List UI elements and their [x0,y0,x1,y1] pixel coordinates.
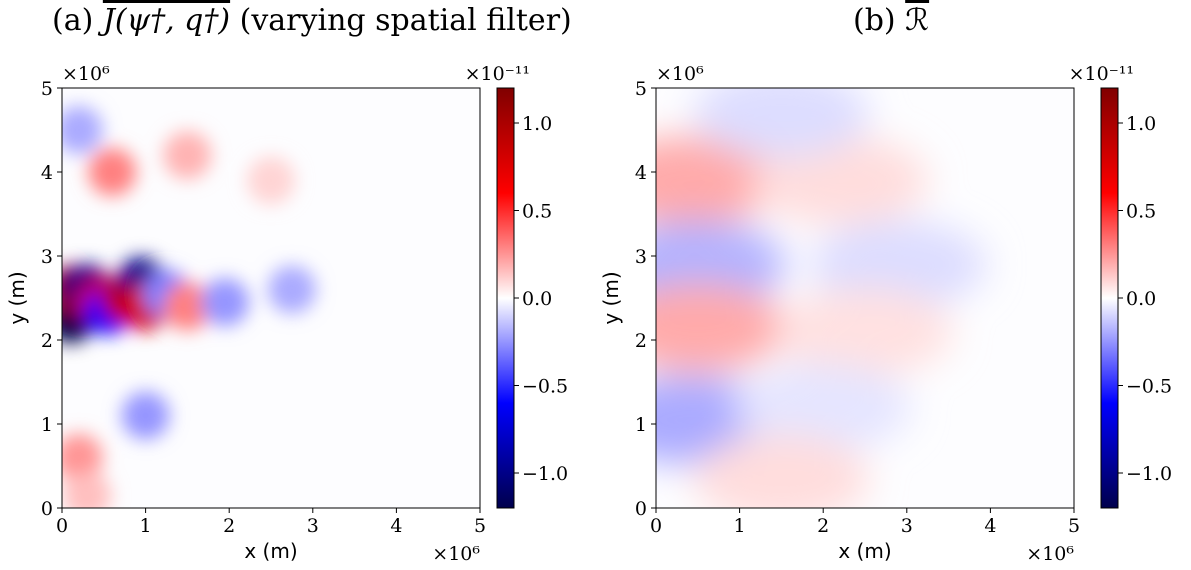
colorbar-multiplier-a: ×10⁻¹¹ [465,63,530,85]
y-tick-label: 3 [41,246,53,268]
colorbar-tick-label: −1.0 [1126,463,1172,485]
y-tick-label: 5 [41,78,53,100]
y-tick-label: 2 [635,330,647,352]
x-axis-b: 0 1 2 3 4 5 [650,508,1080,537]
colorbar-tick-label: −1.0 [522,463,568,485]
title-prefix-b: (b) [853,3,896,38]
y-axis-label-b: y (m) [599,271,623,324]
x-tick-label: 0 [56,515,68,537]
y-multiplier-a: ×10⁶ [62,63,110,85]
heatmap-feature [247,156,295,205]
heatmap-feature [751,136,928,225]
x-tick-label: 4 [390,515,402,537]
heatmap-a [61,87,481,509]
x-axis-label-b: x (m) [838,539,891,563]
heatmap-feature [201,278,250,327]
colorbar-tick-label: 1.0 [1126,113,1156,135]
x-tick-label: 2 [817,515,829,537]
y-tick-label: 5 [635,78,647,100]
heatmap-feature [121,391,170,440]
heatmap-feature [777,287,953,376]
heatmap-feature [735,363,912,452]
y-tick-label: 4 [635,162,647,184]
colorbar-tick-label: 0.0 [1126,288,1156,310]
x-axis-a: 0 1 2 3 4 5 [56,508,486,537]
plot-frame-a [61,87,481,509]
heatmap-feature [656,283,786,372]
heatmap-feature [810,220,987,309]
x-tick-label: 2 [223,515,235,537]
chart-title-a: (a) J(ψ†, q†) (varying spatial filter) [52,4,572,38]
y-tick-label: 2 [41,330,53,352]
y-tick-label: 0 [41,498,53,520]
y-tick-label: 4 [41,162,53,184]
x-tick-label: 3 [901,515,913,537]
x-tick-label: 3 [307,515,319,537]
y-multiplier-b: ×10⁶ [656,63,704,85]
y-axis-b: 0 1 2 3 4 5 [635,78,656,520]
colorbar-tick-label: 0.5 [1126,201,1156,223]
x-multiplier-b: ×10⁶ [1026,543,1074,565]
heatmap-feature [163,131,212,180]
heatmap-feature [693,88,870,158]
colorbar-tick-label: −0.5 [522,376,568,398]
x-axis-label-a: x (m) [244,539,297,563]
plot-frame-b [655,87,1075,509]
title-prefix-a: (a) [52,3,94,38]
title-suffix-a: (varying spatial filter) [239,3,572,38]
panel-a: 0 1 2 3 4 5 0 1 2 3 4 5 −1.0 −0.5 0.0 0.5 1.0 [41,78,568,537]
y-tick-label: 1 [635,414,647,436]
colorbar-tick-label: 1.0 [522,113,552,135]
colorbar-tick-label: 0.5 [522,201,552,223]
heatmap-b [655,87,1075,509]
colorbar-multiplier-b: ×10⁻¹¹ [1069,63,1134,85]
x-tick-label: 1 [734,515,746,537]
title-math-b: ℛ [905,3,930,38]
heatmap-feature [163,282,212,331]
heatmap-feature [693,434,870,508]
x-tick-label: 1 [140,515,152,537]
heatmap-feature [62,106,103,154]
y-axis-label-a: y (m) [5,271,29,324]
y-tick-label: 1 [41,414,53,436]
y-axis-a: 0 1 2 3 4 5 [41,78,62,520]
x-tick-label: 5 [474,515,486,537]
colorbar-b: −1.0 −0.5 0.0 0.5 1.0 [1100,87,1172,509]
colorbar-gradient-b [1100,87,1119,509]
heatmap-feature [63,471,112,508]
x-tick-label: 5 [1068,515,1080,537]
y-tick-label: 3 [635,246,647,268]
panel-b: 0 1 2 3 4 5 0 1 2 3 4 5 −1.0 −0.5 0.0 0.5 1.0 [635,78,1172,537]
x-multiplier-a: ×10⁶ [432,543,480,565]
heatmap-feature [62,433,103,482]
x-tick-label: 4 [984,515,996,537]
chart-title-b: (b) ℛ [853,4,929,38]
colorbar-tick-label: 0.0 [522,288,552,310]
x-tick-label: 0 [650,515,662,537]
heatmap-feature [88,148,137,196]
colorbar-gradient-a [496,87,515,509]
colorbar-tick-label: −0.5 [1126,376,1172,398]
colorbar-a: −1.0 −0.5 0.0 0.5 1.0 [496,87,568,509]
heatmap-feature [267,265,316,314]
title-math-a: J(ψ†, q†) [102,3,231,38]
y-tick-label: 0 [635,498,647,520]
heatmap-feature [656,136,778,225]
